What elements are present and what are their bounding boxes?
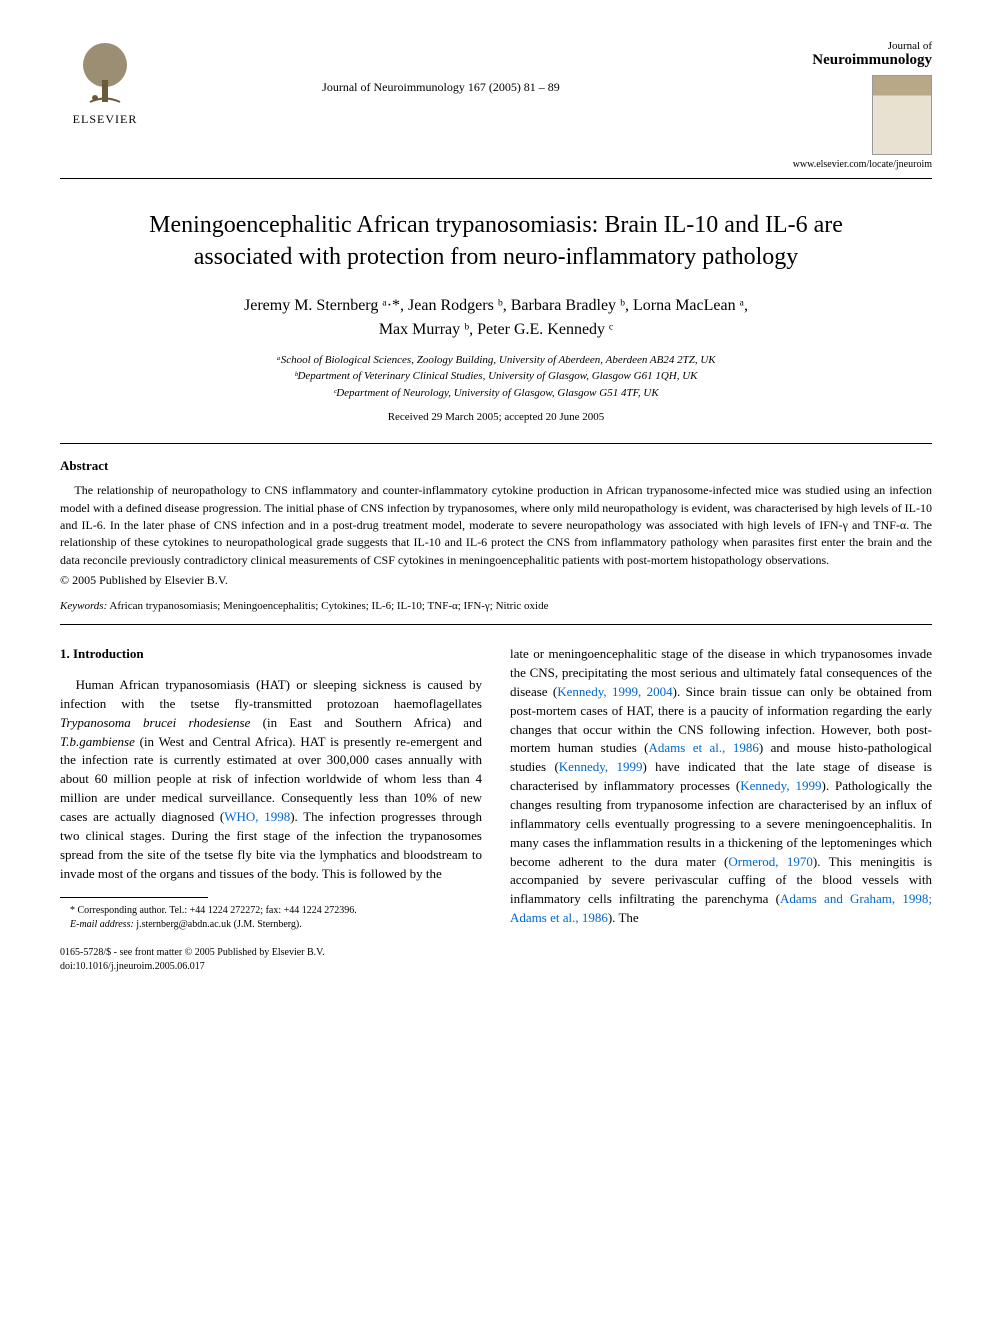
header-row: ELSEVIER Journal of Neuroimmunology 167 … bbox=[60, 40, 932, 170]
footnote-email-label: E-mail address: bbox=[70, 919, 134, 930]
footnote-separator bbox=[60, 897, 208, 898]
authors-line1: Jeremy M. Sternberg ᵃ·*, Jean Rodgers ᵇ,… bbox=[244, 297, 748, 314]
intro-paragraph-left: Human African trypanosomiasis (HAT) or s… bbox=[60, 676, 482, 883]
publisher-name: ELSEVIER bbox=[73, 112, 138, 127]
footnote-email: E-mail address: j.sternberg@abdn.ac.uk (… bbox=[60, 918, 482, 932]
doi-line1: 0165-5728/$ - see front matter © 2005 Pu… bbox=[60, 946, 482, 960]
authors: Jeremy M. Sternberg ᵃ·*, Jean Rodgers ᵇ,… bbox=[60, 294, 932, 342]
doi-line2: doi:10.1016/j.jneuroim.2005.06.017 bbox=[60, 960, 482, 974]
journal-word: Journal of bbox=[732, 40, 932, 52]
column-right: late or meningoencephalitic stage of the… bbox=[510, 645, 932, 974]
affiliation-b: ᵇDepartment of Veterinary Clinical Studi… bbox=[294, 370, 697, 382]
footnote-corresponding: * Corresponding author. Tel.: +44 1224 2… bbox=[60, 904, 482, 918]
body-columns: 1. Introduction Human African trypanosom… bbox=[60, 645, 932, 974]
citation-ormerod-1970[interactable]: Ormerod, 1970 bbox=[728, 854, 813, 869]
citation-adams-1986[interactable]: Adams et al., 1986 bbox=[649, 740, 759, 755]
rule-after-received bbox=[60, 443, 932, 444]
abstract-heading: Abstract bbox=[60, 458, 932, 474]
article-title: Meningoencephalitic African trypanosomia… bbox=[100, 209, 892, 274]
column-left: 1. Introduction Human African trypanosom… bbox=[60, 645, 482, 974]
keywords: Keywords: African trypanosomiasis; Menin… bbox=[60, 600, 932, 612]
abstract-text: The relationship of neuropathology to CN… bbox=[60, 482, 932, 569]
journal-cover-thumbnail bbox=[872, 75, 932, 155]
journal-url: www.elsevier.com/locate/jneuroim bbox=[732, 159, 932, 170]
authors-line2: Max Murray ᵇ, Peter G.E. Kennedy ᶜ bbox=[379, 321, 613, 338]
section-heading-intro: 1. Introduction bbox=[60, 645, 482, 664]
keywords-text: African trypanosomiasis; Meningoencephal… bbox=[107, 600, 548, 612]
rule-top bbox=[60, 178, 932, 179]
citation-kennedy-1999-a[interactable]: Kennedy, 1999 bbox=[559, 759, 643, 774]
received-date: Received 29 March 2005; accepted 20 June… bbox=[60, 411, 932, 423]
abstract-copyright: © 2005 Published by Elsevier B.V. bbox=[60, 573, 932, 588]
affiliation-a: ᵃSchool of Biological Sciences, Zoology … bbox=[276, 354, 715, 366]
journal-reference: Journal of Neuroimmunology 167 (2005) 81… bbox=[150, 40, 732, 95]
keywords-label: Keywords: bbox=[60, 600, 107, 612]
journal-block: Journal of Neuroimmunology www.elsevier.… bbox=[732, 40, 932, 170]
footnote-email-value: j.sternberg@abdn.ac.uk (J.M. Sternberg). bbox=[134, 919, 302, 930]
citation-kennedy-1999-2004[interactable]: Kennedy, 1999, 2004 bbox=[557, 684, 672, 699]
citation-who-1998[interactable]: WHO, 1998 bbox=[224, 809, 290, 824]
doi-block: 0165-5728/$ - see front matter © 2005 Pu… bbox=[60, 946, 482, 974]
affiliations: ᵃSchool of Biological Sciences, Zoology … bbox=[60, 352, 932, 402]
rule-after-keywords bbox=[60, 624, 932, 625]
citation-kennedy-1999-b[interactable]: Kennedy, 1999 bbox=[740, 778, 821, 793]
publisher-block: ELSEVIER bbox=[60, 40, 150, 127]
intro-paragraph-right: late or meningoencephalitic stage of the… bbox=[510, 645, 932, 928]
journal-title: Neuroimmunology bbox=[732, 52, 932, 69]
affiliation-c: ᶜDepartment of Neurology, University of … bbox=[333, 387, 658, 399]
elsevier-tree-icon bbox=[75, 40, 135, 110]
